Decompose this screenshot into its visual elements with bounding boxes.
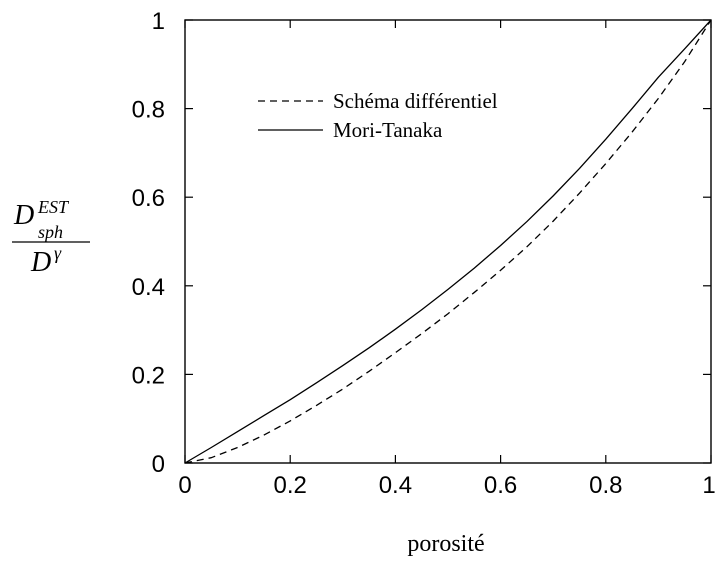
svg-text:sph: sph	[38, 222, 63, 242]
ticks	[184, 19, 712, 464]
y-tick-label: 0.2	[132, 362, 165, 389]
y-label-numerator-base: D	[13, 200, 34, 231]
svg-text:EST: EST	[37, 197, 70, 217]
y-axis-label: D EST sph D γ	[12, 197, 90, 278]
x-tick-label: 0.8	[589, 472, 622, 499]
x-axis-label: porosité	[407, 531, 484, 557]
x-tick-label: 0.4	[379, 472, 412, 499]
y-tick-label: 0	[152, 451, 165, 478]
y-label-denominator-sup: γ	[54, 243, 62, 263]
series-line-mori-tanaka	[184, 19, 712, 464]
y-tick-label: 0.8	[132, 97, 165, 124]
x-tick-label: 1	[702, 472, 715, 499]
svg-text:D: D	[30, 247, 51, 278]
x-tick-label: 0	[178, 472, 191, 499]
y-label-denominator-base: D	[30, 247, 51, 278]
y-tick-label: 0.4	[132, 274, 165, 301]
series-line-schema-differentiel	[184, 19, 712, 464]
legend-label-schema-differentiel: Schéma différentiel	[333, 89, 498, 113]
y-label-numerator-sub: sph	[38, 222, 63, 242]
y-tick-labels: 0 0.2 0.4 0.6 0.8 1	[132, 8, 165, 478]
y-tick-label: 0.6	[132, 185, 165, 212]
plot-frame	[184, 19, 712, 464]
y-label-numerator-sup: EST	[37, 197, 70, 217]
legend-label-mori-tanaka: Mori-Tanaka	[333, 118, 443, 142]
x-tick-label: 0.2	[274, 472, 307, 499]
x-tick-label: 0.6	[484, 472, 517, 499]
legend: Schéma différentiel Mori-Tanaka	[258, 89, 498, 142]
y-tick-label: 1	[152, 8, 165, 35]
svg-text:D: D	[13, 200, 34, 231]
x-tick-labels: 0 0.2 0.4 0.6 0.8 1	[178, 472, 715, 499]
series-group	[184, 19, 712, 464]
svg-text:γ: γ	[54, 243, 62, 263]
